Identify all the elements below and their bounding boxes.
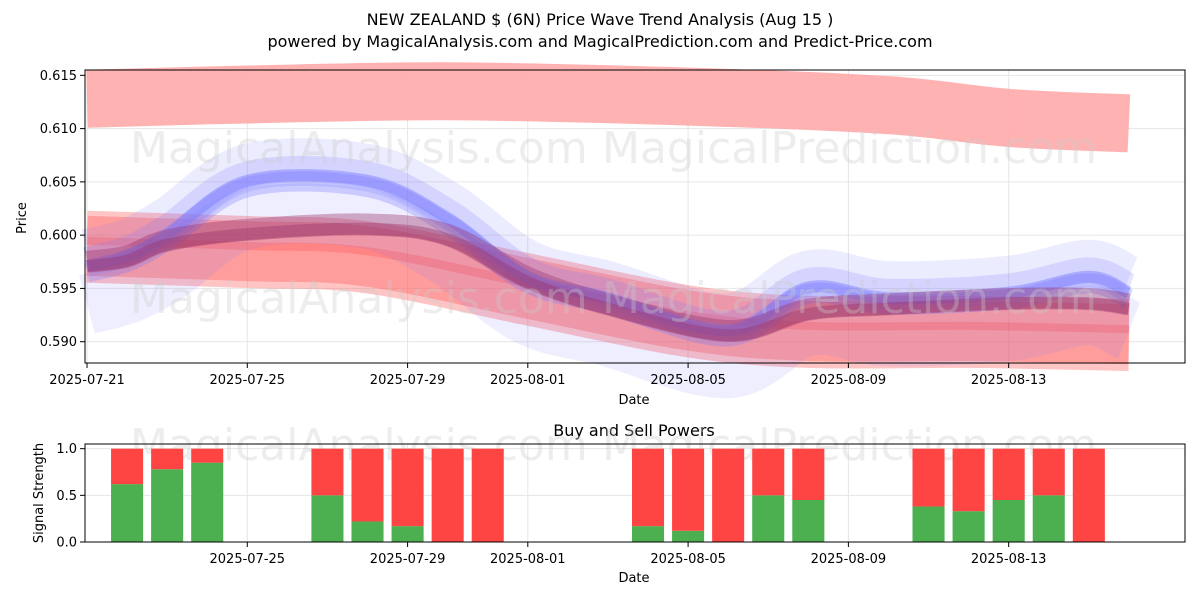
sell-bar [792, 448, 825, 500]
signal-axes-frame [84, 443, 1186, 543]
signal-ticks: 0.0 0.5 1.0 2025-07-25 2025-07-29 2025-08-01 2… [56, 442, 1046, 567]
price-ticks: 2025-07-21 2025-07-25 2025-07-29 2025-08-01… [40, 69, 1047, 388]
sell-bar [471, 448, 504, 542]
buy-bar [1032, 495, 1065, 542]
buy-bar [992, 500, 1025, 542]
price-x-tick-label: 2025-08-09 [811, 373, 887, 388]
signal-title: Buy and Sell Powers [553, 421, 715, 440]
price-band-blue-wave-3 [84, 171, 1134, 347]
signal-y-axis-label: Signal Strength [32, 443, 47, 543]
sell-bar [672, 448, 705, 531]
signal-x-tick-label: 2025-08-01 [490, 552, 566, 567]
buy-bar [191, 462, 224, 542]
chart-subtitle: powered by MagicalAnalysis.com and Magic… [267, 32, 932, 51]
price-panel: MagicalAnalysis.com MagicalPrediction.co… [15, 62, 1186, 408]
buy-bar [952, 511, 985, 542]
price-x-tick-label: 2025-07-21 [49, 373, 125, 388]
price-band-blue-wave-2 [83, 155, 1136, 341]
sell-bar [391, 448, 424, 527]
sell-bar [191, 448, 224, 463]
sell-bar [912, 448, 945, 507]
price-band-main-red-1 [86, 236, 1130, 372]
watermark-top-left: MagicalAnalysis.com [130, 123, 588, 174]
price-x-tick-label: 2025-08-05 [650, 373, 726, 388]
sell-bar [111, 448, 144, 485]
price-band-main-red-0 [85, 215, 1130, 365]
signal-x-tick-label: 2025-08-05 [650, 552, 726, 567]
sell-bar [631, 448, 665, 527]
signal-bars [111, 448, 1105, 542]
sell-bar [712, 448, 745, 542]
price-band-blue-wave-4 [85, 169, 1132, 337]
buy-bar [391, 526, 424, 542]
buy-bar [311, 495, 344, 542]
price-band-purple-core-1 [86, 222, 1130, 342]
sell-bar [952, 448, 985, 512]
price-y-tick-label: 0.590 [40, 335, 77, 350]
buy-bar [672, 530, 705, 542]
price-y-tick-label: 0.595 [40, 282, 77, 297]
watermark-top-right: MagicalPrediction.com [602, 123, 1097, 174]
sell-bar [151, 448, 184, 470]
signal-panel: Buy and Sell Powers MagicalAnalysis.com … [32, 420, 1186, 586]
sell-bar [1032, 448, 1065, 496]
price-bands [79, 62, 1143, 399]
buy-bar [631, 526, 665, 542]
signal-x-tick-label: 2025-08-13 [971, 552, 1047, 567]
buy-bar [912, 506, 945, 542]
sell-bar [311, 448, 344, 496]
signal-x-tick-label: 2025-08-09 [811, 552, 887, 567]
price-band-purple-core-0 [85, 213, 1131, 342]
sell-bar [431, 448, 464, 542]
signal-y-tick-label: 0.5 [56, 489, 77, 504]
price-x-tick-label: 2025-08-13 [971, 373, 1047, 388]
price-y-tick-label: 0.600 [40, 229, 77, 244]
buy-bar [752, 495, 785, 542]
price-x-axis-label: Date [618, 393, 649, 408]
price-x-tick-label: 2025-07-25 [210, 373, 286, 388]
buy-bar [351, 521, 384, 542]
price-band-blue-wave-0 [79, 183, 1143, 399]
sell-bar [752, 448, 785, 496]
watermark-mid-left: MagicalAnalysis.com [130, 273, 588, 324]
signal-x-axis-label: Date [618, 571, 649, 586]
sell-bar [992, 448, 1025, 500]
chart-title: NEW ZEALAND $ (6N) Price Wave Trend Anal… [367, 10, 834, 29]
price-y-tick-label: 0.615 [40, 69, 77, 84]
signal-x-tick-label: 2025-07-29 [370, 552, 446, 567]
signal-x-tick-label: 2025-07-25 [210, 552, 286, 567]
signal-y-tick-label: 0.0 [56, 536, 77, 551]
price-x-tick-label: 2025-08-01 [490, 373, 566, 388]
buy-bar [792, 500, 825, 542]
sell-bar [351, 448, 384, 522]
watermark-mid-right: MagicalPrediction.com [602, 273, 1097, 324]
price-y-axis-label: Price [15, 202, 30, 234]
price-axes-frame [84, 69, 1186, 364]
price-band-upper-red-0 [86, 62, 1131, 153]
sell-bar [1072, 448, 1105, 542]
buy-bar [151, 469, 184, 542]
price-band-blue-wave-1 [81, 138, 1140, 338]
price-y-tick-label: 0.610 [40, 122, 77, 137]
price-band-main-red-2 [86, 210, 1130, 334]
buy-bar [111, 484, 144, 542]
price-x-tick-label: 2025-07-29 [370, 373, 446, 388]
price-y-tick-label: 0.605 [40, 175, 77, 190]
signal-y-tick-label: 1.0 [56, 442, 77, 457]
